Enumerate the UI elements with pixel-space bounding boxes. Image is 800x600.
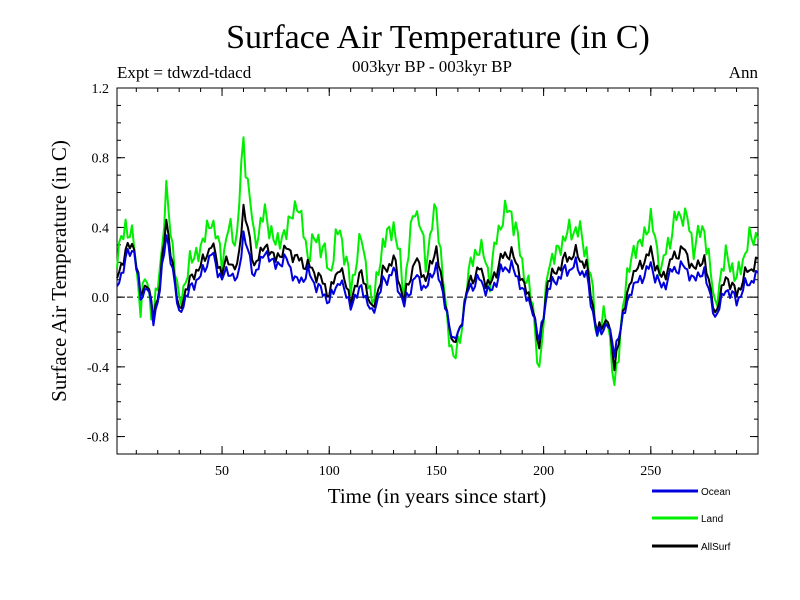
chart-title: Surface Air Temperature (in C) [226, 19, 650, 56]
y-tick-label: -0.4 [87, 361, 109, 376]
legend-label-ocean: Ocean [701, 487, 730, 498]
y-tick-label: 0.0 [92, 291, 110, 306]
experiment-label: Expt = tdwzd-tdacd [117, 63, 252, 82]
y-tick-label: 1.2 [92, 82, 110, 97]
legend-label-allsurf: AllSurf [701, 542, 731, 553]
legend-label-land: Land [701, 514, 723, 525]
y-tick-label: -0.8 [87, 431, 109, 446]
x-tick-label: 50 [215, 464, 229, 479]
y-tick-label: 0.8 [92, 152, 110, 167]
y-tick-label: 0.4 [92, 221, 110, 236]
series-line-ocean [116, 230, 759, 358]
y-axis-label: Surface Air Temperature (in C) [47, 140, 71, 402]
plot-area: -0.8 -0.4 0.0 0.4 0.8 1.2 50 100 150 200 250 [87, 82, 759, 479]
x-tick-label: 100 [319, 464, 340, 479]
x-tick-label: 150 [426, 464, 447, 479]
plot-frame [116, 87, 759, 455]
series-line-allsurf [116, 203, 759, 372]
period-label: 003kyr BP - 003kyr BP [352, 57, 512, 76]
x-tick-label: 250 [640, 464, 661, 479]
legend: Ocean Land AllSurf [652, 487, 731, 553]
series-line-land [116, 136, 759, 386]
x-axis-label: Time (in years since start) [328, 484, 547, 508]
x-tick-label: 200 [533, 464, 554, 479]
season-label: Ann [729, 63, 759, 82]
